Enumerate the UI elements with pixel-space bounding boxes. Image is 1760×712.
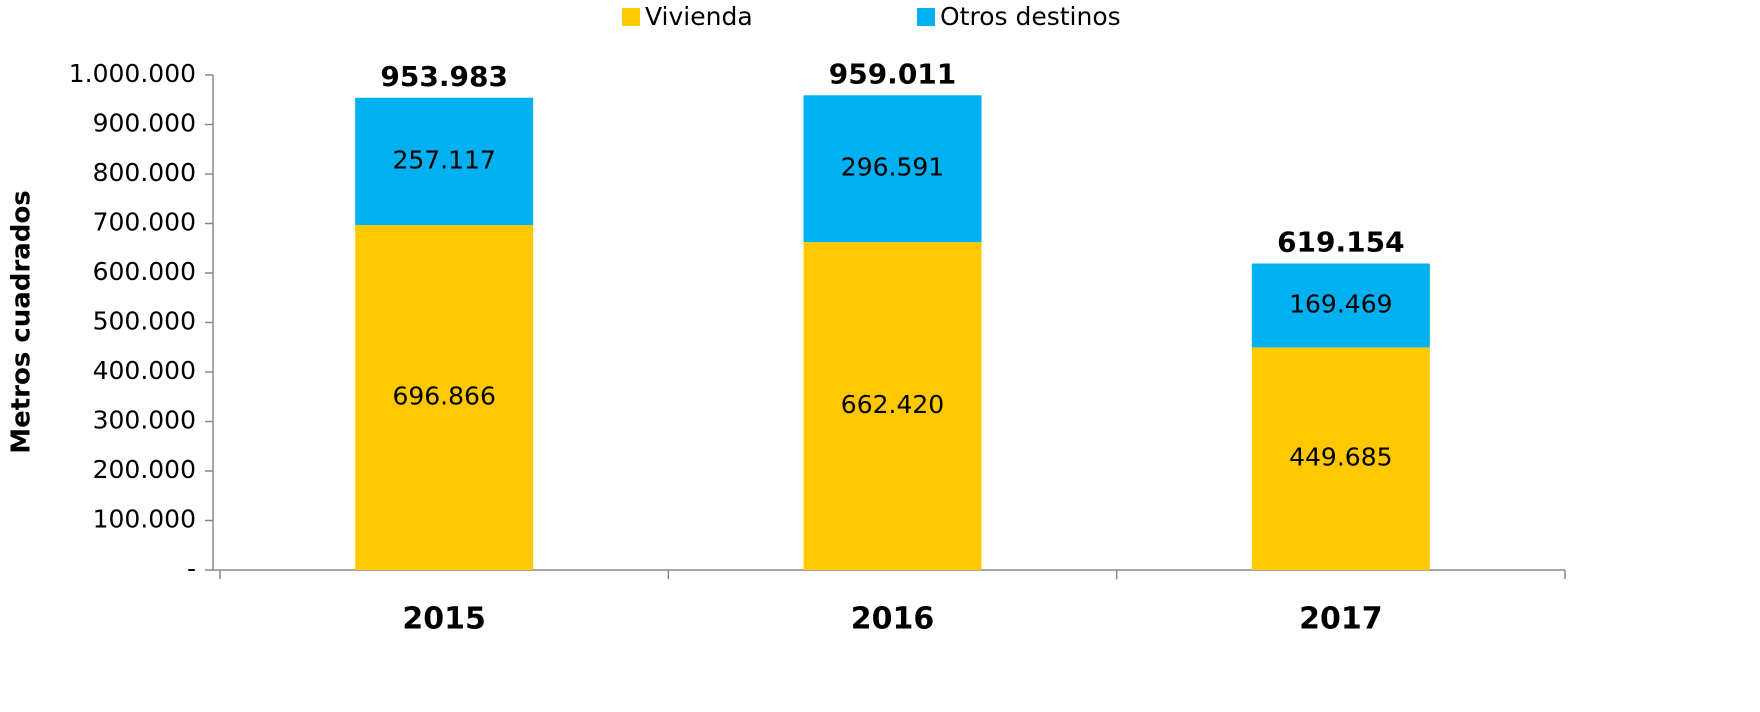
legend-label: Vivienda [645,2,753,31]
total-label: 959.011 [829,57,957,90]
value-label: 257.117 [392,145,495,174]
x-tick-label: 2015 [402,602,486,637]
y-tick-label: 200.000 [93,455,196,484]
bar-segment [355,97,534,226]
value-label: 662.420 [841,390,944,419]
y-tick-label: 700.000 [93,208,196,237]
bar-segment [803,242,982,570]
legend-swatch [622,8,640,26]
bar-segment [355,225,534,570]
x-tick-label: 2017 [1299,602,1383,637]
bar-segment [1251,263,1430,348]
legend-label: Otros destinos [940,2,1121,31]
y-tick-label: - [187,554,196,583]
value-label: 449.685 [1289,443,1392,472]
value-label: 296.591 [841,153,944,182]
legend-swatch [917,8,935,26]
y-tick-label: 400.000 [93,356,196,385]
y-tick-label: 800.000 [93,158,196,187]
value-label: 169.469 [1289,289,1392,318]
y-tick-label: 100.000 [93,505,196,534]
value-label: 696.866 [392,382,495,411]
y-axis-title: Metros cuadrados [7,190,37,454]
y-tick-label: 1.000.000 [69,59,196,88]
total-label: 953.983 [380,60,508,93]
bar-segment [803,95,982,243]
bar-segment [1251,347,1430,570]
y-tick-label: 600.000 [93,257,196,286]
total-label: 619.154 [1277,226,1405,259]
y-tick-label: 500.000 [93,307,196,336]
y-tick-label: 900.000 [93,109,196,138]
x-tick-label: 2016 [851,602,935,637]
y-tick-label: 300.000 [93,406,196,435]
